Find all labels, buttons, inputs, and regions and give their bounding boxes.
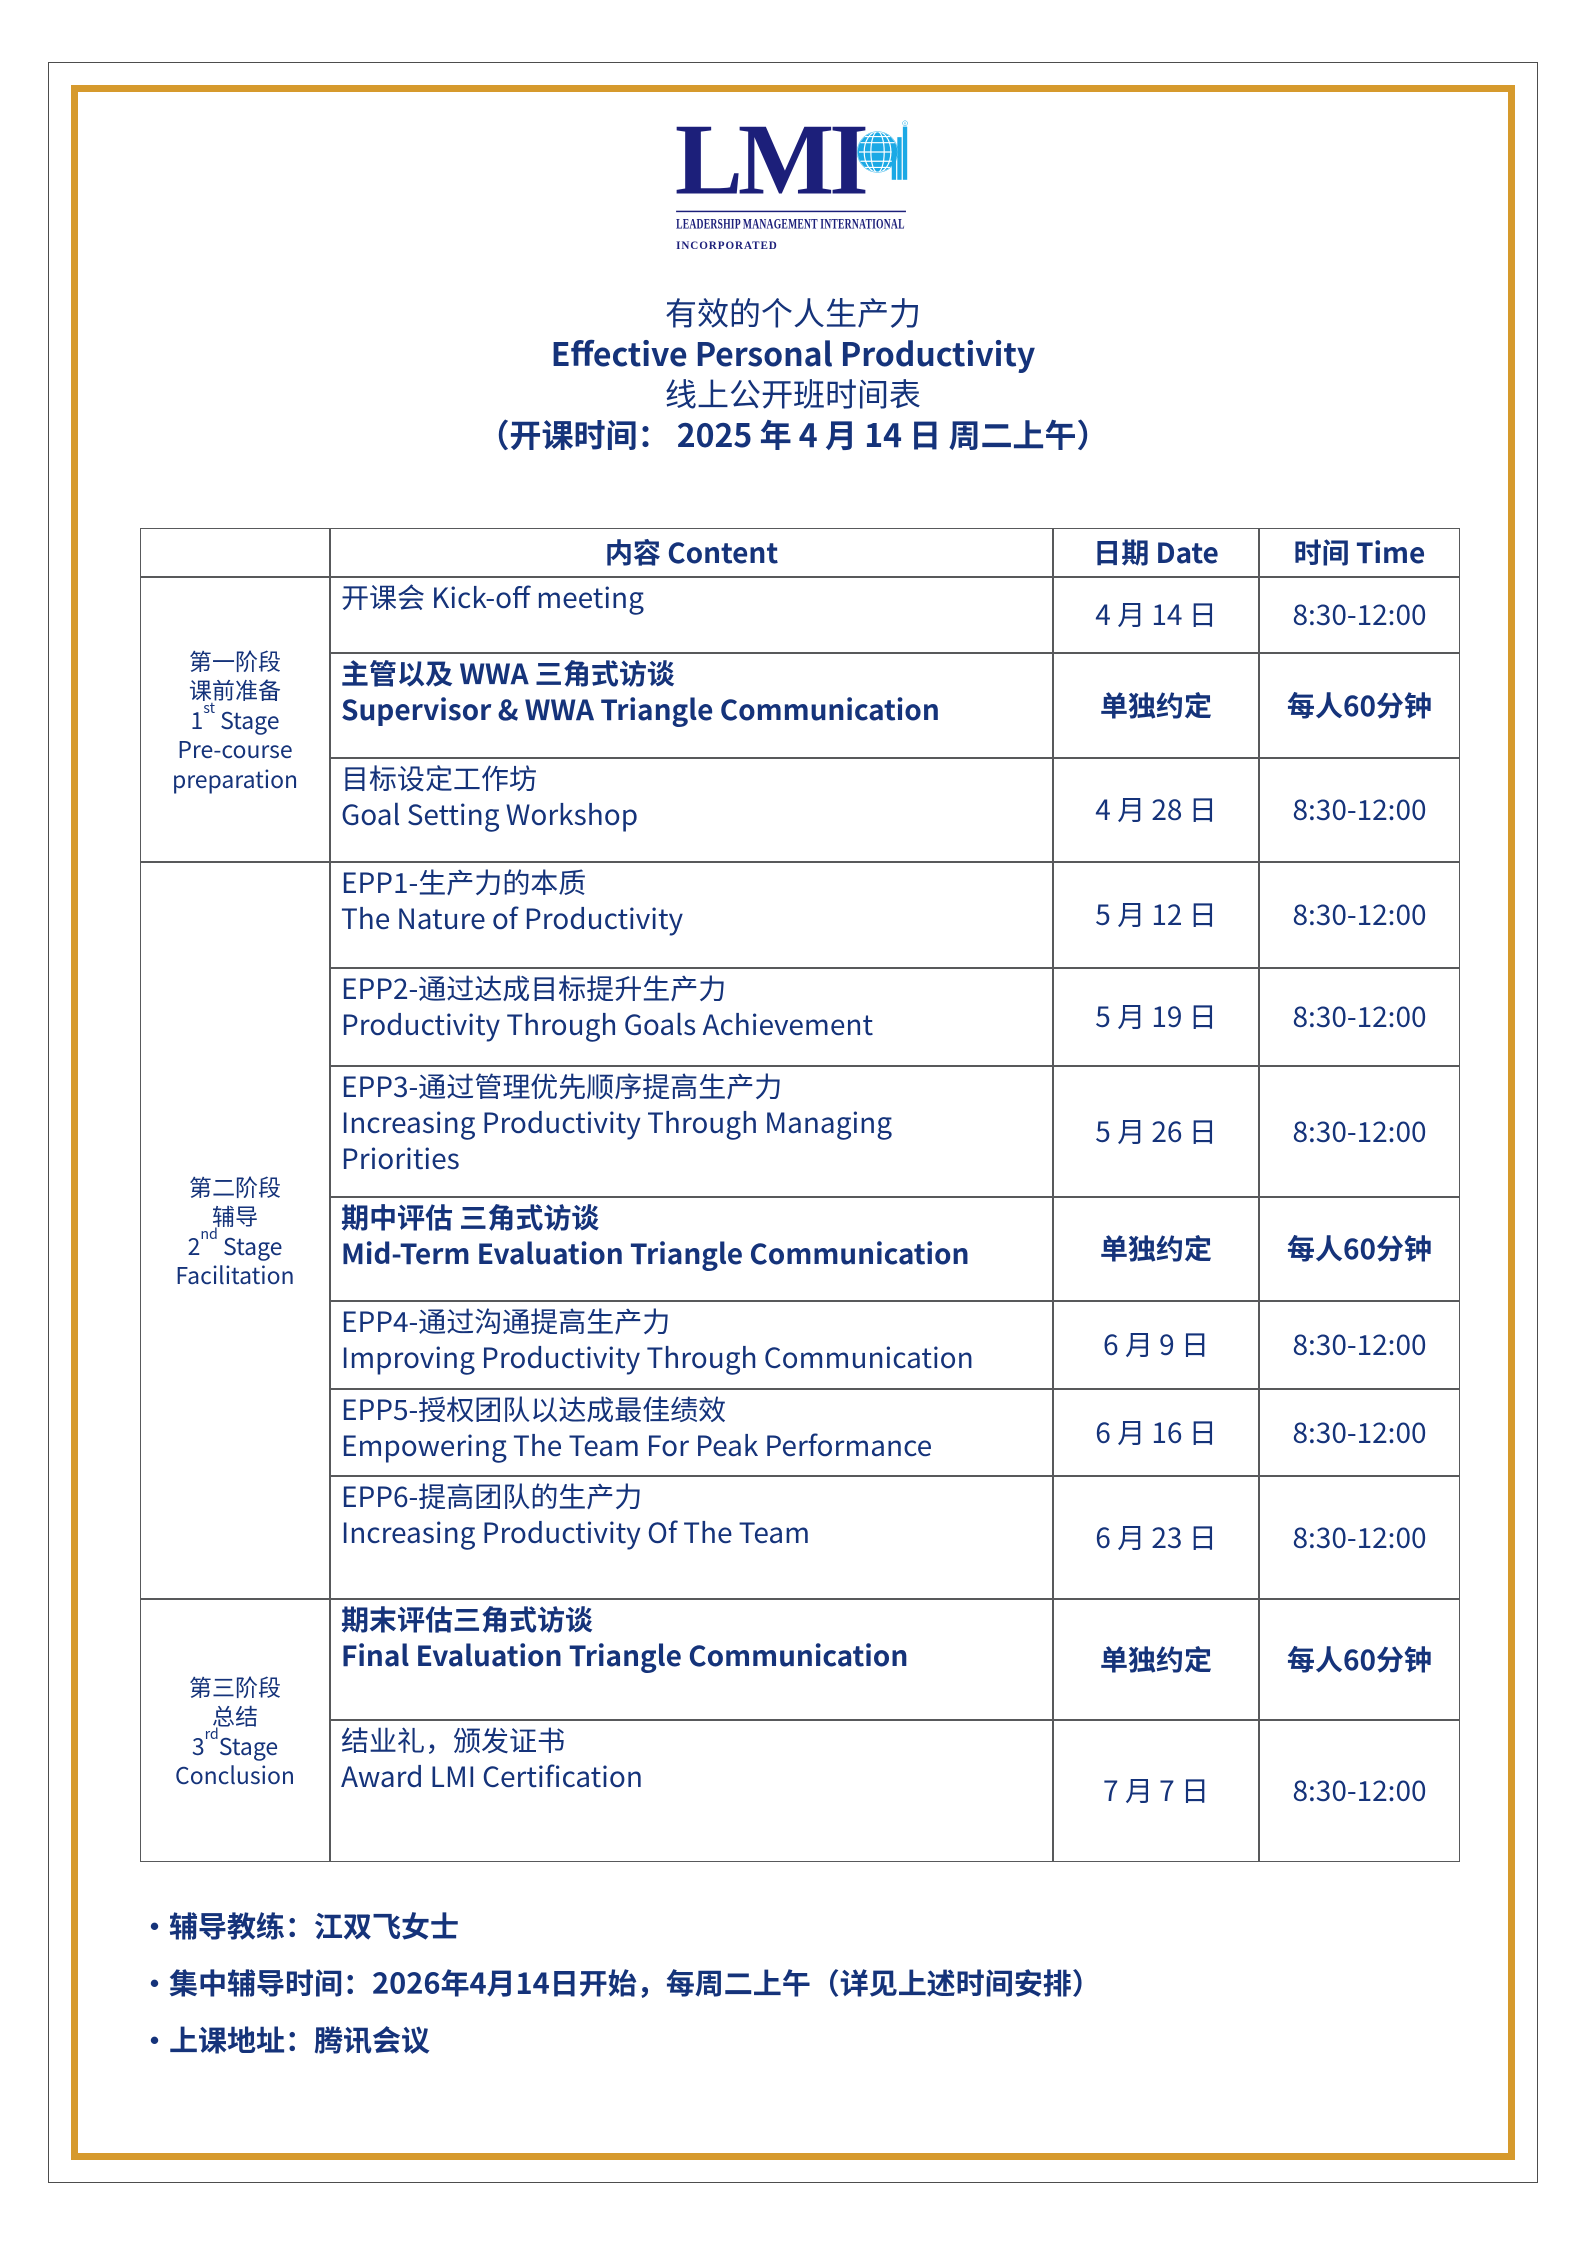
svg-text:R: R bbox=[904, 121, 906, 125]
svg-text:LMI: LMI bbox=[676, 118, 866, 216]
svg-text:LEADERSHIP MANAGEMENT INTERNAT: LEADERSHIP MANAGEMENT INTERNATIONAL bbox=[676, 217, 905, 233]
svg-text:INCORPORATED: INCORPORATED bbox=[676, 240, 778, 249]
